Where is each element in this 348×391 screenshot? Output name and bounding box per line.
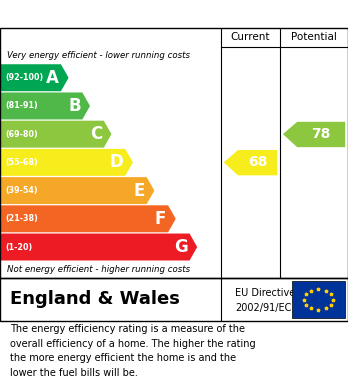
Text: Very energy efficient - lower running costs: Very energy efficient - lower running co…: [7, 51, 190, 60]
Text: G: G: [174, 238, 188, 256]
Text: 68: 68: [248, 155, 267, 169]
Text: 78: 78: [311, 127, 331, 141]
Text: (81-91): (81-91): [5, 101, 38, 110]
Text: 2002/91/EC: 2002/91/EC: [235, 303, 291, 313]
Text: F: F: [155, 210, 166, 228]
Text: C: C: [90, 125, 102, 143]
Text: D: D: [110, 153, 124, 171]
Polygon shape: [0, 205, 176, 232]
Polygon shape: [0, 149, 133, 176]
Text: EU Directive: EU Directive: [235, 288, 295, 298]
Text: Current: Current: [231, 32, 270, 42]
Text: (21-38): (21-38): [5, 214, 38, 223]
Bar: [292, 282, 345, 317]
Text: Potential: Potential: [291, 32, 337, 42]
Text: (92-100): (92-100): [5, 73, 44, 82]
Polygon shape: [0, 92, 90, 119]
Text: (39-54): (39-54): [5, 186, 38, 195]
Text: B: B: [68, 97, 81, 115]
Polygon shape: [283, 122, 345, 147]
Polygon shape: [224, 150, 277, 175]
Text: (69-80): (69-80): [5, 130, 38, 139]
Text: Energy Efficiency Rating: Energy Efficiency Rating: [10, 7, 220, 22]
Polygon shape: [0, 233, 197, 260]
Text: A: A: [46, 69, 59, 87]
Text: (55-68): (55-68): [5, 158, 38, 167]
Text: E: E: [134, 181, 145, 199]
Polygon shape: [0, 121, 111, 148]
Text: The energy efficiency rating is a measure of the
overall efficiency of a home. T: The energy efficiency rating is a measur…: [10, 325, 256, 378]
Polygon shape: [0, 177, 154, 204]
Text: (1-20): (1-20): [5, 242, 32, 251]
Text: Not energy efficient - higher running costs: Not energy efficient - higher running co…: [7, 265, 190, 274]
Polygon shape: [0, 64, 69, 91]
Text: England & Wales: England & Wales: [10, 291, 180, 308]
